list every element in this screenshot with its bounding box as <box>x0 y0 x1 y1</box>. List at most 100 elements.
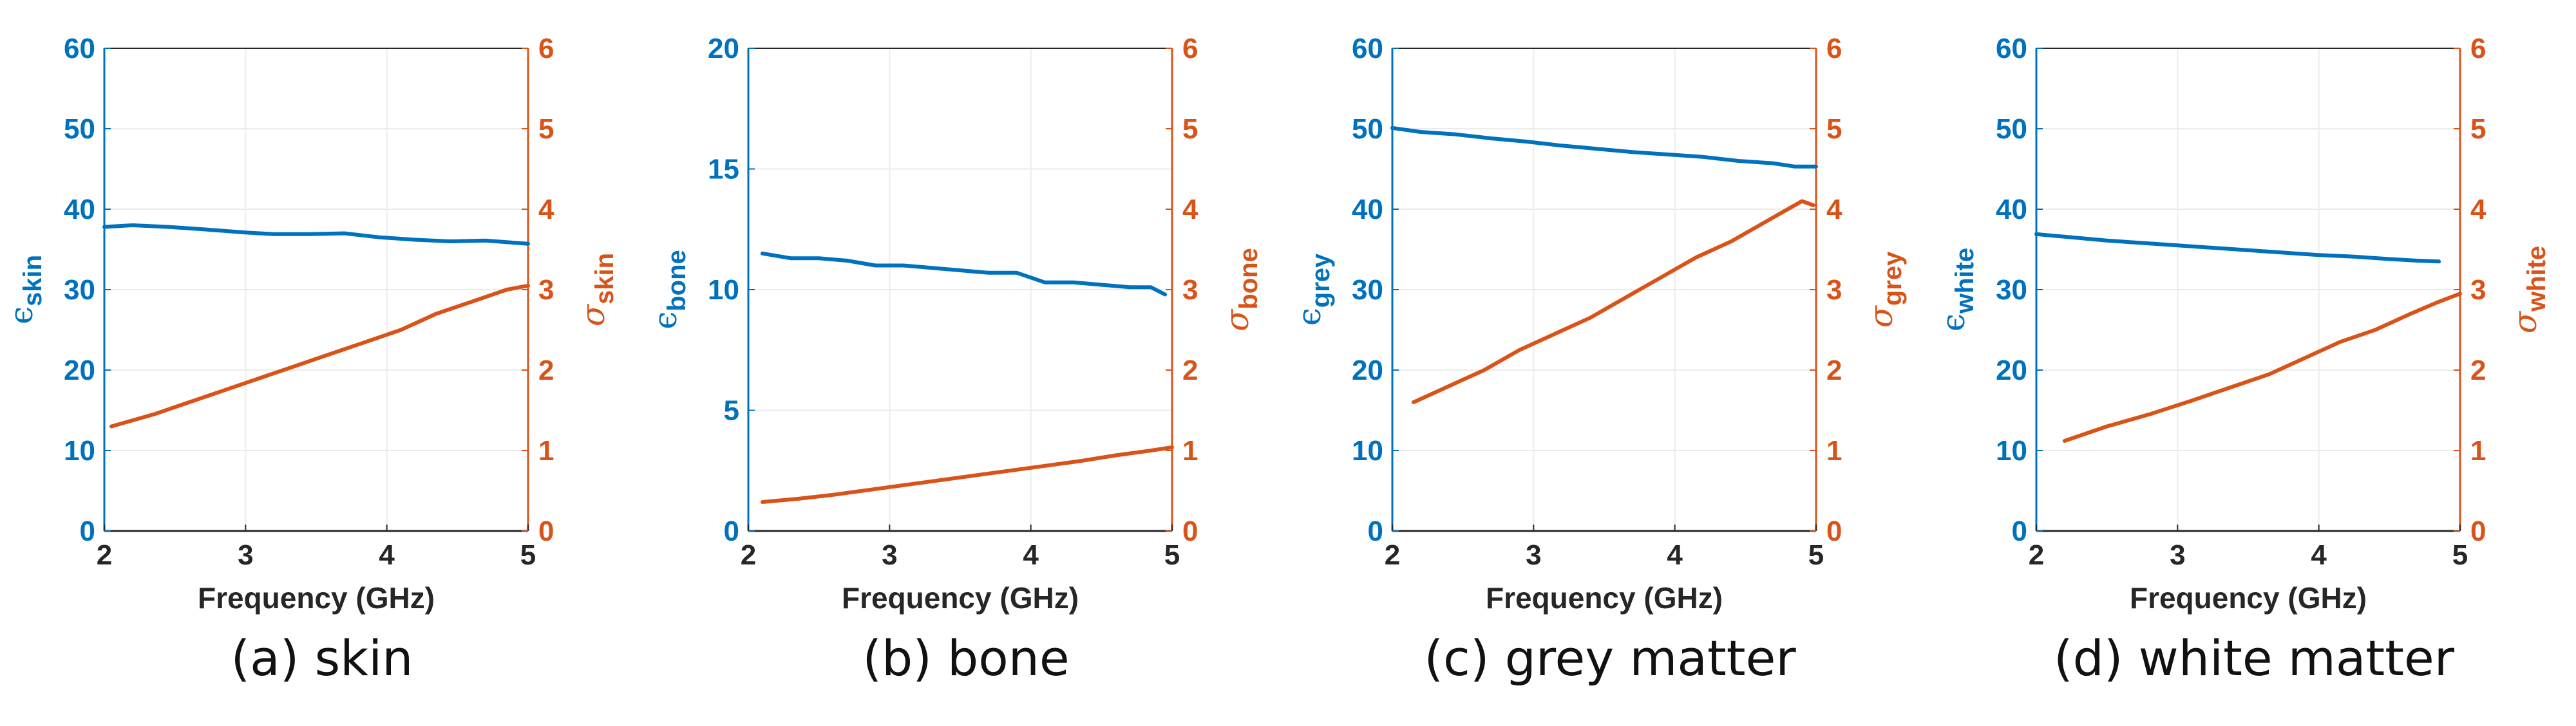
right-y-tick-label: 2 <box>1182 355 1198 386</box>
left-y-tick-label: 0 <box>1368 516 1383 547</box>
x-tick-label: 4 <box>1023 539 1039 571</box>
right-y-tick-label: 2 <box>2470 355 2486 386</box>
x-tick-label: 5 <box>1164 539 1180 571</box>
right-y-tick-label: 1 <box>538 435 554 467</box>
x-axis-label: Frequency (GHz) <box>842 581 1079 615</box>
left-y-axis-symbol: ϵ <box>1291 308 1328 326</box>
right-y-tick-label: 0 <box>538 516 554 547</box>
right-y-axis-symbol: σ <box>1862 304 1900 328</box>
left-y-tick-label: 30 <box>64 274 95 306</box>
left-y-axis-label: ϵskin <box>3 255 47 324</box>
panel-grey: 2 3 4 5 0 10 20 30 40 50 60 0 1 2 3 4 5 6 Frequency (GHz) ϵ… <box>1288 0 1932 726</box>
left-y-tick-label: 60 <box>64 33 95 64</box>
left-y-tick-label: 30 <box>1352 274 1383 306</box>
panel-white: 2 3 4 5 0 10 20 30 40 50 60 0 1 2 3 4 5 6 Frequency (GHz) ϵ… <box>1932 0 2576 726</box>
x-tick-label: 3 <box>2170 539 2185 571</box>
left-y-tick-label: 10 <box>1996 435 2027 467</box>
x-tick-label: 4 <box>1667 539 1683 571</box>
right-y-tick-label: 3 <box>538 274 554 306</box>
right-y-tick-label: 0 <box>1182 516 1198 547</box>
left-y-tick-label: 40 <box>1352 194 1383 225</box>
left-y-tick-label: 0 <box>2012 516 2027 547</box>
right-y-tick-label: 4 <box>1826 194 1842 225</box>
right-y-axis-label: σgrey <box>1862 251 1907 328</box>
caption-bone: (b) bone <box>862 629 1070 687</box>
left-y-tick-label: 0 <box>80 516 95 547</box>
x-tick-label: 2 <box>741 539 756 571</box>
permittivity-series-line <box>760 251 1167 297</box>
left-y-axis-symbol: ϵ <box>647 312 684 330</box>
right-y-tick-label: 2 <box>538 355 554 386</box>
x-tick-label: 2 <box>97 539 112 571</box>
right-y-tick-label: 6 <box>1182 33 1198 64</box>
left-y-tick-label: 20 <box>1996 355 2027 386</box>
left-y-axis-label: ϵbone <box>647 250 691 330</box>
right-y-axis-label: σskin <box>574 253 619 326</box>
right-y-tick-label: 6 <box>1826 33 1842 64</box>
left-y-tick-label: 20 <box>1352 355 1383 386</box>
left-y-tick-label: 50 <box>64 113 95 145</box>
left-y-tick-label: 50 <box>1352 113 1383 145</box>
right-y-tick-label: 1 <box>1182 435 1198 467</box>
x-tick-label: 4 <box>2311 539 2327 571</box>
right-y-tick-label: 6 <box>2470 33 2486 64</box>
right-y-axis-symbol: σ <box>574 303 612 326</box>
x-axis-label: Frequency (GHz) <box>2130 581 2367 615</box>
x-tick-label: 3 <box>1526 539 1541 571</box>
conductivity-series-line <box>760 445 1174 504</box>
right-y-tick-label: 0 <box>1826 516 1842 547</box>
right-y-axis-subscript: skin <box>591 253 619 304</box>
left-y-axis-symbol: ϵ <box>1935 313 1972 331</box>
x-tick-label: 3 <box>882 539 897 571</box>
left-y-tick-label: 60 <box>1996 33 2027 64</box>
caption-grey: (c) grey matter <box>1424 629 1796 687</box>
panel-bone: 2 3 4 5 0 5 10 15 20 0 1 2 3 4 5 6 Frequency (GHz) ϵbone σ… <box>644 0 1288 726</box>
right-y-tick-label: 1 <box>1826 435 1842 467</box>
x-tick-label: 5 <box>1808 539 1824 571</box>
left-y-axis-subscript: grey <box>1307 253 1335 308</box>
left-y-tick-label: 20 <box>708 33 739 64</box>
right-y-tick-label: 3 <box>1826 274 1842 306</box>
x-tick-label: 2 <box>2029 539 2044 571</box>
left-y-tick-label: 5 <box>724 395 739 427</box>
x-tick-label: 2 <box>1385 539 1400 571</box>
right-y-tick-label: 5 <box>2470 113 2486 145</box>
right-y-axis-symbol: σ <box>2506 310 2544 333</box>
right-y-tick-label: 6 <box>538 33 554 64</box>
caption-skin: (a) skin <box>231 629 413 687</box>
right-y-tick-label: 3 <box>2470 274 2486 306</box>
right-y-tick-label: 2 <box>1826 355 1842 386</box>
right-y-tick-label: 0 <box>2470 516 2486 547</box>
left-y-axis-label: ϵgrey <box>1291 253 1335 326</box>
permittivity-series-line <box>1390 126 1818 169</box>
right-y-tick-label: 4 <box>1182 194 1198 225</box>
left-y-tick-label: 20 <box>64 355 95 386</box>
left-y-axis-subscript: white <box>1951 248 1979 314</box>
right-y-axis-subscript: grey <box>1879 251 1907 306</box>
x-axis-label: Frequency (GHz) <box>198 581 435 615</box>
right-y-tick-label: 5 <box>1182 113 1198 145</box>
right-y-tick-label: 3 <box>1182 274 1198 306</box>
right-y-tick-label: 5 <box>538 113 554 145</box>
right-y-tick-label: 5 <box>1826 113 1842 145</box>
caption-white: (d) white matter <box>2053 629 2455 687</box>
permittivity-series-line <box>2034 232 2441 264</box>
x-tick-label: 5 <box>2452 539 2468 571</box>
panel-skin: 2 3 4 5 0 10 20 30 40 50 60 0 1 2 3 4 5 6 Frequency (GHz) ϵ… <box>0 0 644 726</box>
left-y-tick-label: 50 <box>1996 113 2027 145</box>
x-tick-label: 4 <box>379 539 395 571</box>
left-y-tick-label: 60 <box>1352 33 1383 64</box>
left-y-tick-label: 0 <box>724 516 739 547</box>
left-y-axis-subscript: skin <box>19 255 47 306</box>
right-y-axis-subscript: bone <box>1235 248 1263 310</box>
right-y-axis-symbol: σ <box>1218 308 1256 331</box>
left-y-axis-label: ϵwhite <box>1935 248 1979 331</box>
left-y-axis-subscript: bone <box>663 250 691 312</box>
right-y-tick-label: 1 <box>2470 435 2486 467</box>
x-tick-label: 5 <box>520 539 536 571</box>
